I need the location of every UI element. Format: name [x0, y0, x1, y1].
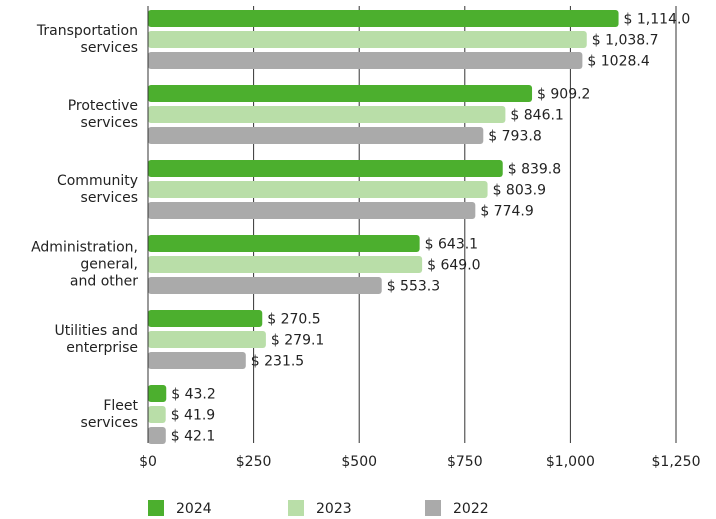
value-label: $ 231.5: [251, 354, 304, 370]
category-label: Community services: [57, 173, 138, 206]
category-label-line: Community: [57, 173, 138, 189]
legend-label: 2023: [316, 501, 352, 517]
category-label-line: Utilities and: [55, 323, 138, 339]
bar: [148, 352, 246, 369]
category-label: Protective services: [68, 98, 138, 131]
value-label: $ 649.0: [427, 258, 480, 274]
value-label: $ 1028.4: [587, 54, 649, 70]
value-label: $ 839.8: [508, 162, 561, 178]
category-label: Transportation services: [36, 23, 138, 56]
value-label: $ 553.3: [387, 279, 440, 295]
x-tick-label: $0: [139, 454, 157, 470]
category-label-line: and other: [70, 274, 138, 290]
bar: [148, 256, 423, 273]
bar: [148, 106, 506, 123]
value-label: $ 909.2: [537, 87, 590, 103]
legend-swatch: [148, 500, 164, 516]
x-tick-label: $750: [447, 454, 483, 470]
bar: [148, 10, 619, 27]
value-label: $ 42.1: [171, 429, 216, 445]
category-label: Fleet services: [81, 398, 139, 431]
bar: [148, 331, 266, 348]
value-label: $ 270.5: [267, 312, 320, 328]
bar: [148, 385, 167, 402]
category-label-line: Administration,: [31, 240, 138, 256]
bar: [148, 310, 263, 327]
value-label: $ 43.2: [171, 387, 216, 403]
value-label: $ 803.9: [493, 183, 546, 199]
value-label: $ 643.1: [425, 237, 478, 253]
bar: [148, 127, 484, 144]
category-label-line: services: [81, 115, 138, 131]
bar: [148, 31, 587, 48]
category-label-line: services: [81, 415, 138, 431]
category-label-line: Transportation: [36, 23, 138, 39]
value-label: $ 1,114.0: [624, 12, 691, 28]
x-tick-label: $500: [341, 454, 377, 470]
legend-label: 2024: [176, 501, 212, 517]
x-tick-label: $1,000: [546, 454, 595, 470]
category-label-line: general,: [80, 257, 138, 273]
bar: [148, 406, 166, 423]
bar: [148, 277, 382, 294]
category-label: Administration, general, and other: [31, 240, 138, 290]
x-tick-label: $250: [236, 454, 272, 470]
legend-swatch: [425, 500, 441, 516]
category-label-line: Protective: [68, 98, 138, 114]
bar: [148, 160, 503, 177]
bar: [148, 52, 583, 69]
bar: [148, 235, 420, 252]
legend-swatch: [288, 500, 304, 516]
bar: [148, 85, 533, 102]
bar: [148, 202, 476, 219]
category-label-line: services: [81, 190, 138, 206]
category-label-line: services: [81, 40, 138, 56]
category-label: Utilities and enterprise: [55, 323, 138, 356]
value-label: $ 774.9: [480, 204, 533, 220]
value-label: $ 41.9: [171, 408, 216, 424]
category-label-line: Fleet: [103, 398, 138, 414]
category-label-line: enterprise: [66, 340, 138, 356]
legend-label: 2022: [453, 501, 489, 517]
value-label: $ 793.8: [488, 129, 541, 145]
value-label: $ 279.1: [271, 333, 324, 349]
x-tick-label: $1,250: [652, 454, 701, 470]
value-label: $ 1,038.7: [592, 33, 659, 49]
value-label: $ 846.1: [510, 108, 563, 124]
bar: [148, 427, 166, 444]
bar: [148, 181, 488, 198]
